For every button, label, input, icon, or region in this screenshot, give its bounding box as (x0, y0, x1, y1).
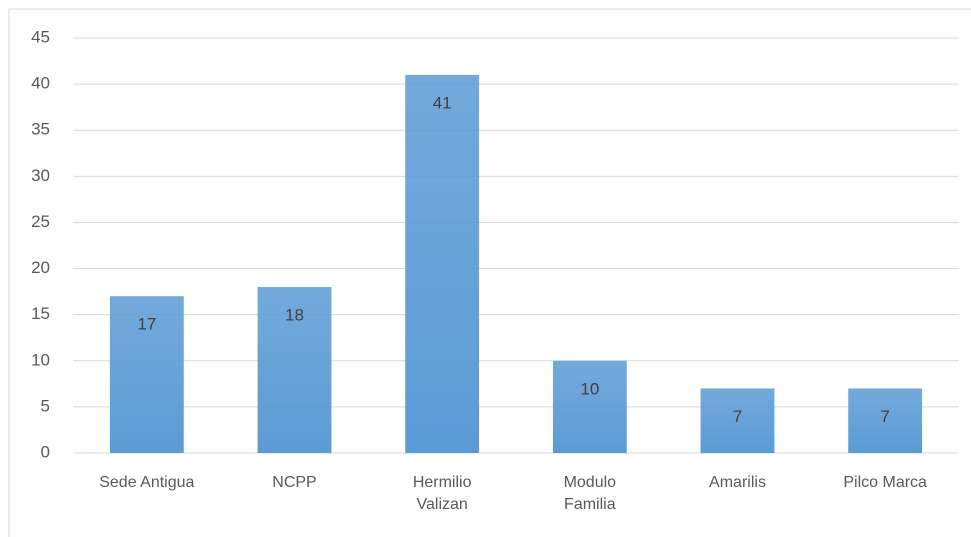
x-tick-label: Modulo Familia (563, 474, 617, 513)
y-tick-label: 25 (31, 212, 50, 231)
x-tick-label: Sede Antigua (99, 474, 195, 491)
bar (109, 296, 184, 453)
y-tick-label: 35 (31, 120, 50, 139)
data-label: 10 (580, 379, 599, 398)
y-tick-label: 30 (31, 166, 50, 185)
x-tick-label: Pilco Marca (843, 474, 927, 491)
data-label: 7 (880, 407, 889, 426)
bar (700, 388, 775, 453)
x-tick-label: NCPP (272, 474, 317, 491)
data-label: 41 (433, 93, 452, 112)
y-tick-label: 40 (31, 74, 50, 93)
bar (405, 74, 480, 453)
x-tick-label: Hermilio Valizan (412, 474, 472, 513)
data-label: 7 (733, 407, 742, 426)
bar (848, 388, 923, 453)
data-label: 18 (285, 305, 304, 324)
y-tick-label: 15 (31, 304, 50, 323)
y-tick-label: 5 (41, 396, 50, 415)
y-tick-label: 45 (31, 27, 50, 46)
bar (257, 287, 332, 453)
x-tick-label: Amarilis (709, 474, 766, 491)
y-tick-label: 20 (31, 258, 50, 277)
y-tick-label: 0 (41, 442, 50, 461)
chart-border (8, 8, 971, 537)
bar (552, 360, 627, 453)
data-label: 17 (137, 315, 156, 334)
y-tick-label: 10 (31, 350, 50, 369)
